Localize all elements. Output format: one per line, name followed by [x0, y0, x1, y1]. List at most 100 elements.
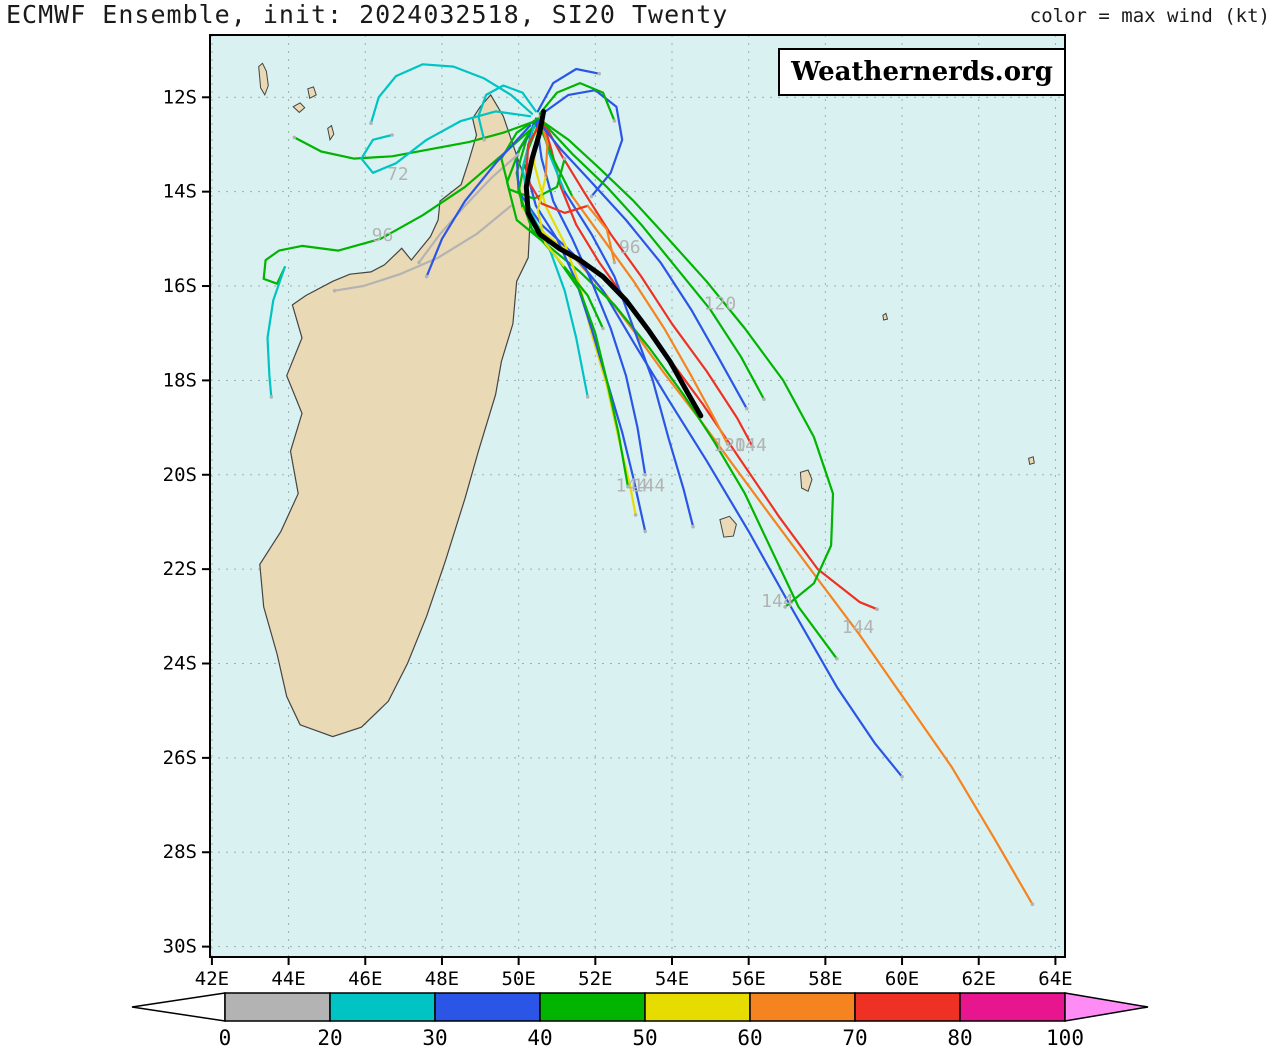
forecast-hour-label: 72 [387, 164, 409, 185]
colorbar-tick-label: 40 [527, 1026, 552, 1050]
track-endpoint-marker [643, 473, 647, 477]
y-axis-tick-label: 12S [163, 86, 197, 108]
colorbar-tick-label: 100 [1046, 1026, 1084, 1050]
track-endpoint-marker [612, 119, 617, 123]
ensemble-track-gray [417, 152, 520, 264]
y-axis-tick-label: 28S [163, 841, 197, 863]
y-axis-tick-label: 18S [163, 369, 197, 391]
track-endpoint-marker [745, 406, 749, 411]
colorbar-cell-60-70 [749, 992, 856, 1022]
y-axis-tick-label: 26S [163, 747, 197, 769]
track-endpoint-marker [900, 775, 904, 779]
ensemble-track-orange [571, 195, 729, 446]
ensemble-track-gray [333, 204, 513, 292]
track-endpoint-marker [691, 524, 695, 529]
forecast-hour-label: 144 [761, 591, 794, 612]
track-endpoint-marker [369, 121, 373, 125]
watermark-text: Weathernerds.org [791, 57, 1053, 87]
colorbar-cell-50-60 [644, 992, 751, 1022]
forecast-hour-label: 96 [372, 225, 394, 246]
ensemble-track-cyan [266, 266, 286, 398]
ensemble-track-red [525, 119, 589, 214]
y-axis-tick-label: 16S [163, 275, 197, 297]
track-endpoint-marker [424, 274, 429, 279]
madagascar-landmass [259, 93, 531, 738]
colorbar-tick-label: 60 [737, 1026, 762, 1050]
colorbar-cell-0-20 [224, 992, 331, 1022]
ensemble-track-blue [425, 124, 532, 278]
forecast-hour-label: 144 [633, 475, 666, 496]
track-endpoint-marker [597, 71, 601, 76]
x-axis-tick-label: 46E [348, 968, 382, 990]
x-axis-tick-label: 42E [195, 968, 229, 990]
track-endpoint-marker [875, 607, 879, 611]
track-endpoint-marker [269, 395, 274, 399]
track-endpoint-marker [633, 513, 638, 517]
colorbar-tick-label: 80 [947, 1026, 972, 1050]
colorbar-cell-70-80 [854, 992, 961, 1022]
island-mauritius [799, 469, 813, 493]
track-endpoint-marker [601, 326, 605, 331]
ensemble-track-blue [563, 190, 695, 528]
x-axis-tick-label: 62E [962, 968, 996, 990]
x-axis-tick-label: 64E [1038, 968, 1072, 990]
x-axis-tick-label: 44E [271, 968, 305, 990]
ensemble-track-red [540, 117, 754, 448]
x-axis-tick-label: 50E [501, 968, 535, 990]
ensemble-track-cyan [369, 63, 534, 125]
x-axis-tick-label: 58E [808, 968, 842, 990]
map-frame [209, 34, 1066, 958]
colorbar-tick-label: 30 [422, 1026, 447, 1050]
track-endpoint-marker [1030, 902, 1035, 906]
ensemble-track-cyan [477, 84, 537, 141]
y-axis-tick-label: 24S [163, 653, 197, 675]
island-rodrigues [1028, 456, 1035, 466]
legend-note: color = max wind (kt) [1029, 5, 1270, 27]
track-endpoint-marker [417, 260, 421, 265]
track-endpoint-marker [725, 442, 730, 446]
island-mayotte [327, 124, 335, 142]
track-endpoint-marker [390, 133, 394, 137]
track-endpoint-marker [612, 260, 617, 265]
track-endpoint-marker [643, 529, 647, 534]
colorbar-cell-80-100 [959, 992, 1066, 1022]
ensemble-track-blue [544, 89, 624, 198]
track-endpoint-marker [783, 605, 787, 609]
forecast-hour-label: 120 [704, 294, 737, 315]
colorbar-cell-20-30 [329, 992, 436, 1022]
x-axis-tick-label: 54E [655, 968, 689, 990]
ensemble-track-green [563, 266, 605, 330]
ensemble-track-green [538, 82, 616, 122]
y-axis-tick-label: 30S [163, 936, 197, 958]
ensemble-track-green [536, 119, 574, 198]
ensemble-track-cyan [360, 110, 532, 174]
y-axis-tick-label: 14S [163, 181, 197, 203]
forecast-hour-label: 144 [615, 475, 648, 496]
ensemble-track-blue [536, 119, 748, 410]
track-endpoint-marker [750, 444, 755, 449]
x-axis-tick-label: 52E [578, 968, 612, 990]
x-axis-tick-label: 48E [425, 968, 459, 990]
track-endpoint-marker [589, 194, 594, 199]
colorbar-tick-label: 50 [632, 1026, 657, 1050]
colorbar-left-arrow [131, 992, 226, 1022]
ensemble-track-green [500, 117, 566, 200]
forecast-hour-label: 144 [842, 617, 875, 638]
ensemble-track-orange [586, 204, 616, 264]
x-axis-tick-label: 56E [732, 968, 766, 990]
colorbar-tick-label: 0 [219, 1026, 232, 1050]
track-endpoint-marker [482, 138, 486, 142]
ensemble-track-blue [536, 67, 601, 113]
track-endpoint-marker [762, 397, 766, 402]
page-title: ECMWF Ensemble, init: 2024032518, SI20 T… [6, 0, 729, 29]
island-small-island [882, 312, 889, 321]
track-endpoint-marker [626, 484, 630, 489]
colorbar-cell-30-40 [434, 992, 541, 1022]
track-endpoint-marker [835, 657, 839, 661]
ensemble-track-green [540, 119, 835, 608]
track-endpoint-marker [292, 135, 297, 140]
ensemble-track-green [262, 122, 539, 285]
island-grande-comore [258, 62, 269, 97]
